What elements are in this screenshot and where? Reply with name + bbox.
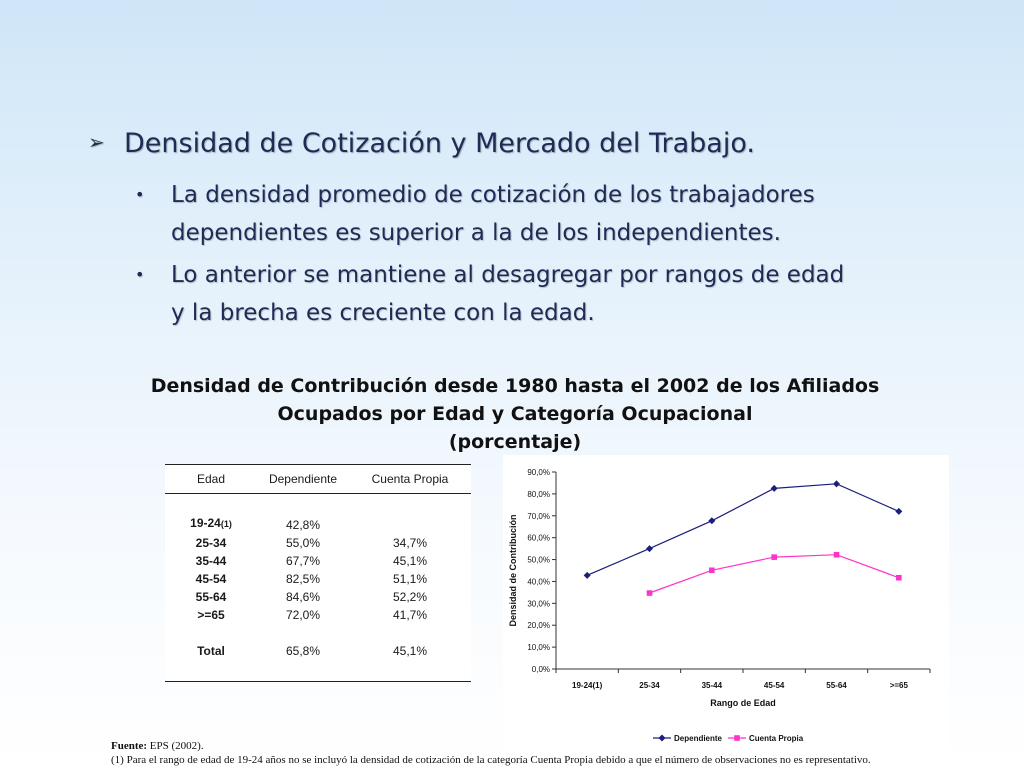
source-label: Fuente: [111,740,148,752]
data-point-cuenta-propia [646,590,653,596]
source-text: EPS (2002). [147,740,204,752]
footnote-marker: (1) [220,519,232,529]
figure-title-line-1: Densidad de Contribución desde 1980 hast… [150,375,880,397]
table-cell-dependiente: 42,8% [285,518,321,532]
data-point-cuenta-propia [771,554,777,560]
table-header-dependiente: Dependiente [268,472,338,486]
table-cell-edad: 35-44 [195,554,227,568]
table-cell-dependiente: 82,5% [285,572,321,586]
x-tick-label: 55-64 [826,681,847,690]
series-line-cuenta-propia [649,554,900,594]
slide-heading: ➢ Densidad de Cotización y Mercado del Tr… [88,128,755,159]
y-tick-label: 70,0% [527,512,550,521]
y-tick-label: 20,0% [527,621,550,630]
table-cell-edad: 25-34 [195,536,227,550]
bullet-item-2: • Lo anterior se mantiene al desagregar … [135,256,925,332]
edad-label: 19-24 [190,516,221,530]
y-tick-label: 30,0% [527,599,550,608]
x-tick-label: >=65 [890,681,909,690]
y-tick-label: 10,0% [527,643,550,652]
table-cell-dependiente: 55,0% [285,536,321,550]
y-tick-label: 50,0% [527,556,550,565]
data-point-dependiente [646,545,653,553]
table-header-rule [165,493,471,494]
bullet-list: • La densidad promedio de cotización de … [135,176,925,336]
x-tick-label: 25-34 [639,681,660,690]
y-tick-label: 60,0% [527,534,550,543]
table-cell-edad: >=65 [197,608,225,622]
data-point-dependiente [833,480,840,488]
data-point-cuenta-propia [896,574,902,581]
table-cell-edad: 19-24(1) [165,516,257,530]
legend-label-cuenta-propia: Cuenta Propia [749,734,804,743]
figure-title-line-2: Ocupados por Edad y Categoría Ocupaciona… [277,403,753,425]
table-total-label: Total [197,644,225,658]
footnote-text: (1) Para el rango de edad de 19-24 años … [111,754,871,766]
table-cell-dependiente: 72,0% [285,608,321,622]
table-cell-edad: 55-64 [195,590,227,604]
bullet-2-line-1: Lo anterior se mantiene al desagregar po… [171,262,845,288]
bullet-item-1: • La densidad promedio de cotización de … [135,176,925,252]
y-tick-label: 40,0% [527,577,550,586]
y-tick-label: 80,0% [527,490,550,499]
series-line-dependiente [586,483,900,576]
data-point-cuenta-propia [833,551,840,558]
bullet-dot-icon: • [135,265,145,284]
table-header-cuenta-propia: Cuenta Propia [371,472,449,486]
data-point-dependiente [895,507,903,515]
table-cell-cuenta-propia: 45,1% [392,554,428,568]
arrow-bullet-icon: ➢ [88,130,105,154]
bullet-2-line-2: y la brecha es creciente con la edad. [171,300,595,326]
line-chart: 0,0% 10,0% 20,0% 30,0% 40,0% 50,0% 60,0% 70,0% 8… [508,468,931,743]
legend-marker-cuenta-propia [734,735,740,741]
legend-label-dependiente: Dependiente [674,734,723,743]
data-point-dependiente [770,484,778,492]
bullet-1-line-2: dependientes es superior a la de los ind… [171,220,781,246]
x-axis-title: Rango de Edad [710,698,776,708]
table-total-dependiente: 65,8% [285,644,321,658]
table-cell-cuenta-propia: 52,2% [392,590,428,604]
bullet-dot-icon: • [135,185,145,204]
data-point-dependiente [583,571,591,579]
table-cell-cuenta-propia: 51,1% [392,572,428,586]
figure-title-line-3: (porcentaje) [448,431,582,453]
table-cell-edad: 45-54 [195,572,227,586]
legend-marker-dependiente [658,734,666,742]
table-cell-cuenta-propia: 41,7% [392,608,428,622]
table-cell-dependiente: 84,6% [285,590,321,604]
footer-notes: Fuente: EPS (2002). (1) Para el rango de… [111,739,871,767]
table-header-edad: Edad [196,472,226,486]
x-tick-label: 19-24(1) [572,681,603,690]
data-point-dependiente [708,517,716,525]
y-axis-title: Densidad de Contribución [508,514,518,626]
y-tick-label: 0,0% [532,665,550,674]
data-point-cuenta-propia [709,567,715,574]
bullet-1-line-1: La densidad promedio de cotización de lo… [171,182,815,208]
y-tick-label: 90,0% [527,468,550,477]
table-total-cuenta-propia: 45,1% [392,644,428,658]
table-cell-cuenta-propia: 34,7% [392,536,428,550]
line-chart-panel: 0,0% 10,0% 20,0% 30,0% 40,0% 50,0% 60,0% 70,0% 8… [503,455,949,755]
x-tick-label: 45-54 [764,681,785,690]
source-line: Fuente: EPS (2002). [111,739,871,753]
heading-text: Densidad de Cotización y Mercado del Tra… [124,128,755,159]
data-table: Edad Dependiente Cuenta Propia 19-24(1) … [165,464,471,682]
table-bottom-rule [165,681,471,682]
table-top-rule [165,464,471,465]
x-tick-label: 35-44 [702,681,723,690]
table-cell-dependiente: 67,7% [285,554,321,568]
figure-title: Densidad de Contribución desde 1980 hast… [80,372,950,456]
